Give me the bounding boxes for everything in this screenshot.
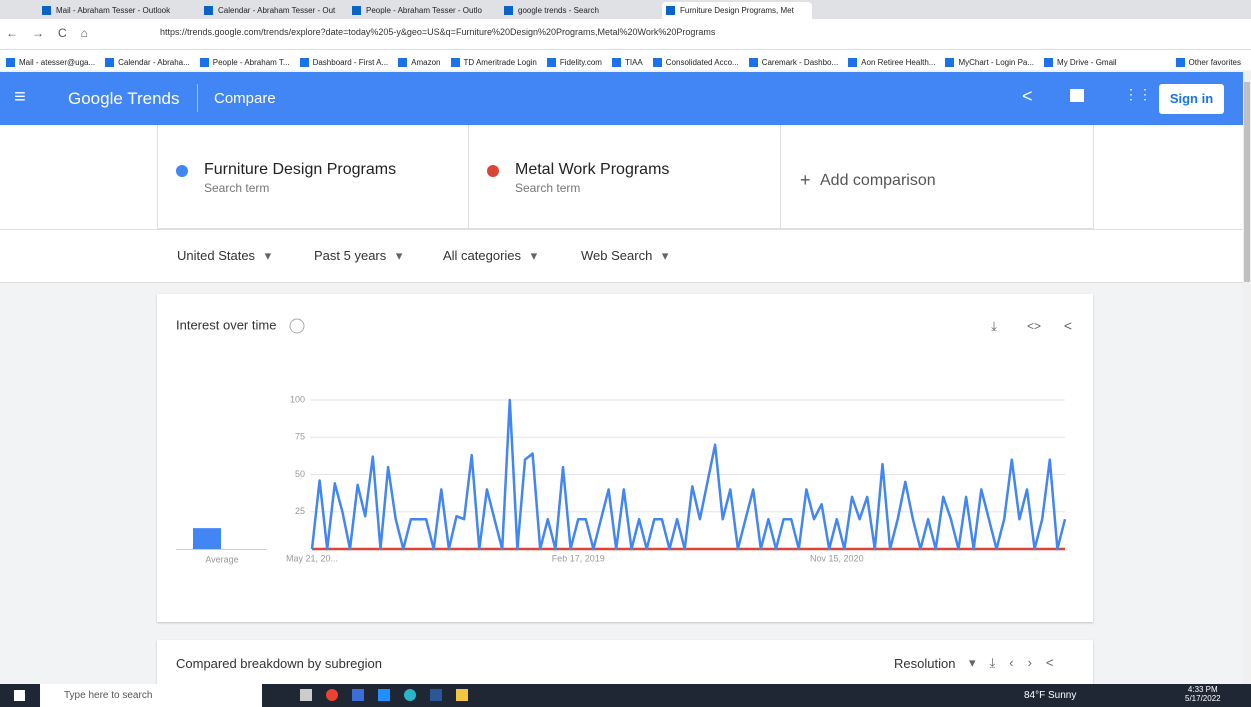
- y-tick-label: 50: [295, 469, 305, 479]
- y-tick-label: 75: [295, 432, 305, 442]
- chart-title: Interest over time: [176, 317, 276, 332]
- app-icon[interactable]: [326, 689, 338, 701]
- app-icon[interactable]: [404, 689, 416, 701]
- x-tick-label: Feb 17, 2019: [552, 553, 605, 563]
- app-icon[interactable]: [456, 689, 468, 701]
- chart: Interest over time ⤓ <> < 25 50 75 100 May 2…: [0, 0, 1243, 684]
- scroll-thumb[interactable]: [1244, 82, 1250, 282]
- pinned-apps: [300, 689, 468, 701]
- section-title: Compared breakdown by subregion: [176, 656, 382, 671]
- scrollbar: [1243, 72, 1251, 684]
- date: 5/17/2022: [1185, 694, 1221, 703]
- time: 4:33 PM: [1185, 685, 1221, 694]
- average-bar: [193, 528, 221, 549]
- weather[interactable]: 84°F Sunny: [1024, 690, 1076, 701]
- help-icon[interactable]: [290, 319, 304, 333]
- search-box[interactable]: Type here to search: [40, 684, 262, 707]
- embed-icon[interactable]: <>: [1027, 319, 1041, 333]
- app-icon[interactable]: [378, 689, 390, 701]
- start-button[interactable]: [14, 690, 25, 701]
- download-icon[interactable]: ⤓: [991, 318, 997, 333]
- subregion-card: Compared breakdown by subregion Resoluti…: [157, 640, 1093, 684]
- page: Mail - Abraham Tesser - Outlook Calendar…: [0, 0, 1251, 707]
- average-label: Average: [205, 554, 238, 564]
- y-tick-label: 25: [295, 506, 305, 516]
- app-icon[interactable]: [430, 689, 442, 701]
- x-tick-label: Nov 15, 2020: [810, 553, 864, 563]
- app-icon[interactable]: [352, 689, 364, 701]
- card-icons[interactable]: ▾⤓‹›<: [969, 655, 1068, 671]
- app-icon[interactable]: [300, 689, 312, 701]
- y-tick-label: 100: [290, 394, 305, 404]
- x-tick-label: May 21, 20...: [286, 553, 338, 563]
- resolution[interactable]: Resolution: [894, 656, 955, 671]
- share-icon[interactable]: <: [1064, 318, 1072, 334]
